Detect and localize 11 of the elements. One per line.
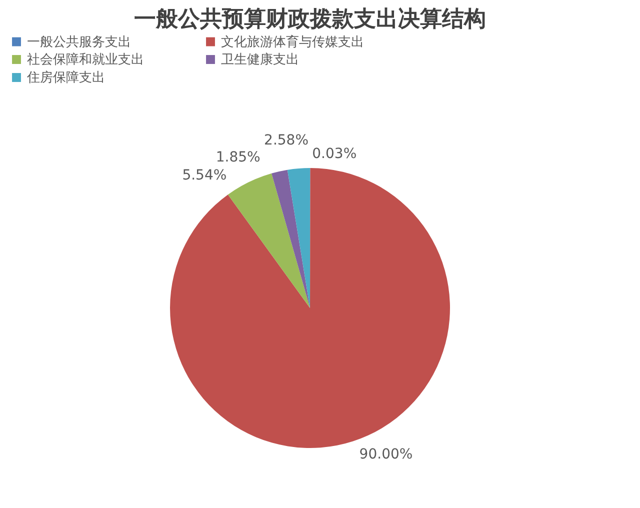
data-label: 1.85% — [216, 150, 260, 166]
legend-label: 一般公共服务支出 — [27, 34, 131, 50]
legend-label: 社会保障和就业支出 — [27, 52, 144, 68]
data-label: 0.03% — [312, 146, 357, 162]
legend-label: 卫生健康支出 — [221, 52, 299, 68]
data-label: 2.58% — [264, 132, 309, 149]
legend-label: 住房保障支出 — [26, 70, 105, 86]
data-label: 5.54% — [182, 168, 227, 184]
data-label: 90.00% — [359, 446, 413, 463]
chart-title: 一般公共预算财政拨款支出决算结构 — [134, 7, 486, 32]
legend-label: 文化旅游体育与传媒支出 — [221, 34, 364, 50]
